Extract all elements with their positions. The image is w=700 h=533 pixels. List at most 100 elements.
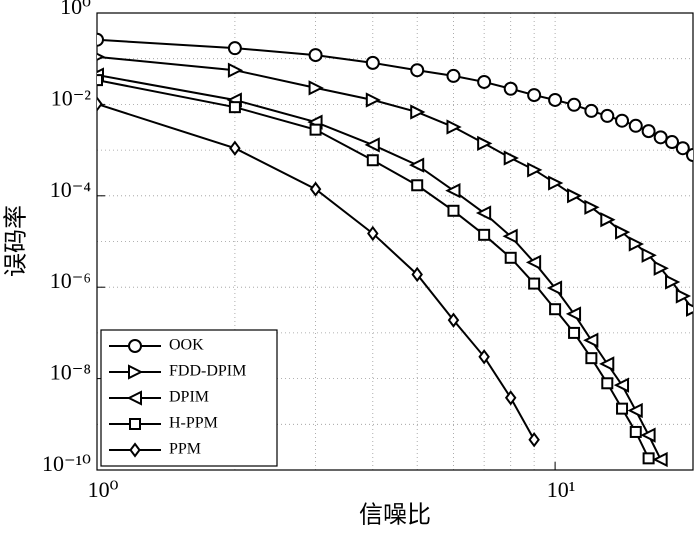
x-tick-label: 10¹: [547, 477, 576, 502]
marker: [410, 104, 426, 120]
marker: [628, 118, 643, 133]
marker: [652, 451, 668, 468]
marker: [665, 135, 680, 150]
marker: [97, 32, 104, 47]
plot-area: [97, 32, 693, 468]
marker: [546, 280, 563, 296]
x-tick-label: 10⁰: [88, 477, 119, 502]
marker: [600, 212, 616, 228]
marker: [446, 68, 461, 83]
y-tick-label: 10⁰: [60, 0, 91, 19]
marker: [503, 150, 519, 166]
x-axis-label: 信噪比: [359, 502, 431, 529]
marker: [567, 97, 582, 112]
marker: [568, 326, 581, 339]
marker: [642, 452, 655, 465]
marker: [410, 63, 425, 78]
marker: [408, 157, 425, 173]
marker: [548, 92, 563, 107]
y-tick-label: 10⁻⁴: [50, 177, 92, 202]
marker: [527, 162, 543, 178]
marker: [613, 377, 630, 393]
marker: [478, 349, 490, 365]
marker: [641, 124, 656, 139]
plot-frame: [96, 12, 694, 471]
marker: [128, 364, 144, 380]
marker: [641, 247, 657, 263]
marker: [615, 224, 631, 240]
marker: [686, 148, 693, 163]
marker: [504, 390, 517, 406]
marker: [227, 62, 244, 78]
marker: [129, 442, 141, 458]
marker: [528, 432, 540, 448]
marker: [475, 205, 492, 221]
marker: [447, 204, 460, 217]
marker: [365, 55, 380, 70]
marker: [97, 74, 103, 87]
marker: [528, 277, 541, 290]
y-tick-label: 10⁻⁸: [50, 360, 91, 385]
marker: [229, 140, 241, 156]
marker: [503, 81, 518, 96]
marker: [675, 288, 692, 304]
marker: [367, 225, 379, 242]
marker: [565, 306, 582, 322]
marker: [411, 179, 424, 192]
marker: [126, 390, 142, 406]
marker: [447, 312, 460, 328]
marker: [628, 236, 645, 252]
marker: [309, 123, 322, 136]
marker: [411, 266, 423, 283]
marker: [527, 88, 542, 103]
marker: [653, 130, 668, 145]
marker: [549, 303, 562, 316]
marker: [502, 228, 518, 244]
legend-box: [100, 329, 278, 467]
marker: [308, 48, 323, 63]
marker: [97, 52, 106, 61]
marker: [477, 74, 492, 89]
marker: [366, 154, 379, 167]
marker: [504, 251, 517, 264]
marker: [365, 92, 382, 108]
y-tick-label: 10⁻⁶: [50, 268, 91, 293]
marker: [599, 356, 615, 372]
series-line: [97, 79, 650, 459]
marker: [616, 402, 629, 415]
marker: [128, 339, 142, 353]
y-axis-label: 误码率: [3, 205, 30, 277]
marker: [627, 402, 643, 419]
marker: [445, 182, 461, 199]
marker: [227, 41, 242, 56]
marker: [309, 181, 322, 197]
legend-label: FDD-DPIM: [169, 363, 246, 380]
legend-label: H-PPM: [169, 415, 218, 432]
marker: [629, 425, 642, 438]
marker: [525, 254, 542, 270]
marker: [640, 427, 656, 443]
marker: [665, 274, 681, 290]
marker: [686, 301, 693, 317]
marker: [585, 352, 598, 365]
marker: [477, 135, 493, 152]
marker: [364, 137, 380, 153]
legend-label: PPM: [169, 441, 201, 458]
marker: [675, 141, 690, 156]
marker: [584, 199, 600, 215]
marker: [129, 418, 141, 430]
marker: [228, 101, 241, 114]
marker: [601, 377, 614, 390]
y-tick-label: 10⁻¹⁰: [42, 451, 91, 476]
legend-label: DPIM: [169, 389, 209, 406]
marker: [446, 119, 462, 135]
marker: [653, 260, 669, 276]
marker: [548, 175, 564, 191]
marker: [600, 108, 615, 123]
y-tick-label: 10⁻²: [51, 85, 92, 110]
legend-label: OOK: [169, 337, 204, 354]
marker: [583, 332, 599, 348]
marker: [584, 103, 599, 118]
marker: [615, 113, 630, 128]
